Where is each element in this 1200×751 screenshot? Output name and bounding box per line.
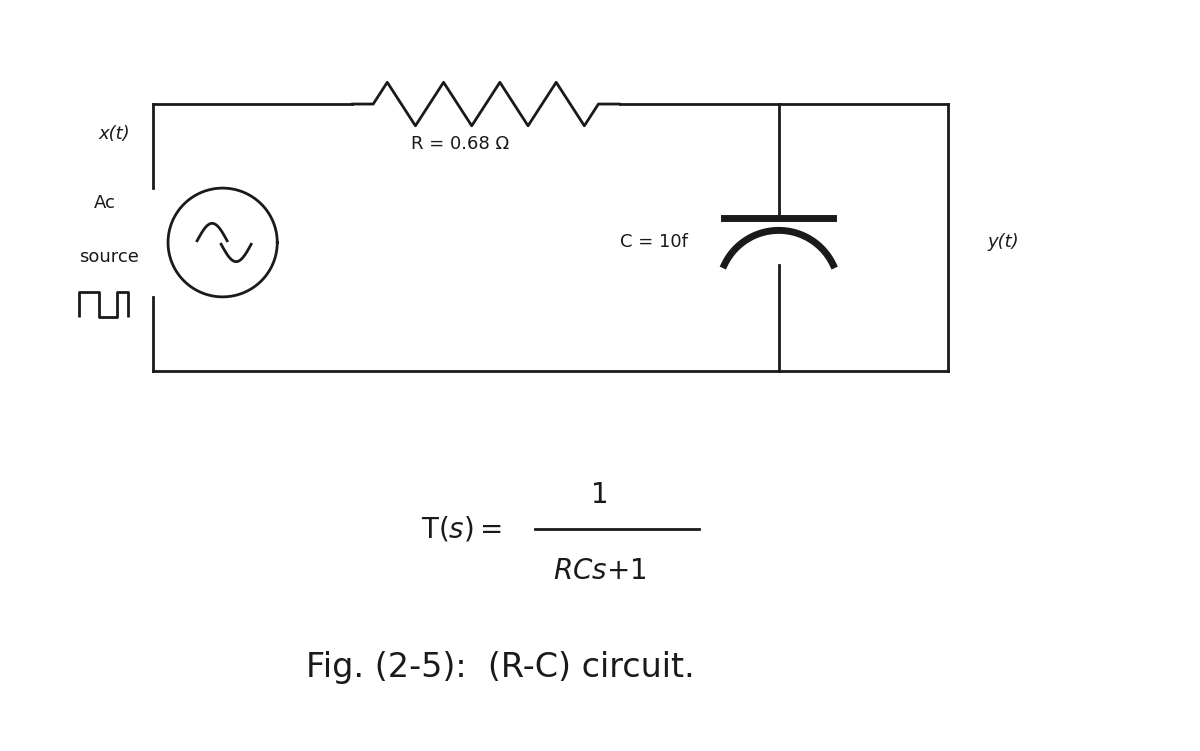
Text: source: source: [79, 249, 138, 267]
Text: Ac: Ac: [94, 194, 115, 212]
Text: C = 10f: C = 10f: [620, 234, 688, 252]
Text: y(t): y(t): [988, 234, 1019, 252]
Text: 1: 1: [592, 481, 608, 508]
Text: $\mathit{RCs}$$\mathregular{ +1}$: $\mathit{RCs}$$\mathregular{ +1}$: [553, 556, 647, 585]
Text: Fig. (2-5):  (R-C) circuit.: Fig. (2-5): (R-C) circuit.: [306, 651, 695, 684]
Text: x(t): x(t): [98, 125, 130, 143]
Text: R = 0.68 Ω: R = 0.68 Ω: [412, 134, 510, 152]
Text: $\mathregular{T}(s) =$: $\mathregular{T}(s) =$: [421, 514, 503, 544]
